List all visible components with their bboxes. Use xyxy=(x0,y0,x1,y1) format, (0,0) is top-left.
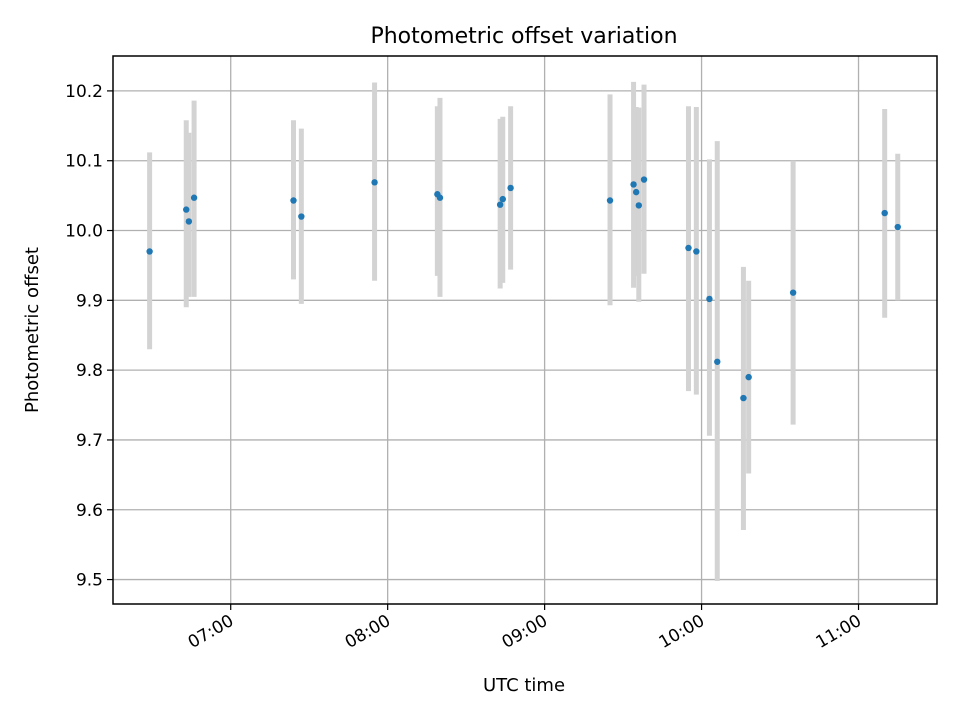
data-point xyxy=(507,184,514,192)
y-tick-label: 9.6 xyxy=(76,501,103,521)
data-point xyxy=(146,248,153,255)
y-axis-ticks: 9.5 9.6 9.7 9.8 9.9 10.0 10.1 10.2 xyxy=(65,82,113,591)
y-axis-label: Photometric offset xyxy=(22,247,43,413)
y-tick-label: 9.8 xyxy=(76,361,103,381)
y-tick-label: 9.5 xyxy=(76,571,103,591)
y-tick-label: 10.2 xyxy=(65,82,103,102)
data-point xyxy=(635,202,642,209)
grid xyxy=(113,56,937,604)
data-point xyxy=(745,373,752,381)
data-point xyxy=(298,213,305,220)
data-point xyxy=(185,218,193,225)
y-tick-label: 9.7 xyxy=(76,431,103,451)
data-point xyxy=(714,358,721,365)
data-point xyxy=(190,194,198,201)
y-tick-label: 9.9 xyxy=(76,291,103,311)
x-axis-label: UTC time xyxy=(483,675,565,696)
data-point xyxy=(894,223,901,231)
data-point xyxy=(371,179,378,186)
data-point xyxy=(706,295,713,303)
data-point xyxy=(740,394,747,402)
data-point xyxy=(640,176,648,183)
data-point xyxy=(630,181,637,188)
plot-frame xyxy=(112,55,938,605)
data-point xyxy=(499,195,506,203)
data-point xyxy=(183,206,190,213)
data-point xyxy=(436,194,444,201)
data-point xyxy=(606,197,614,204)
data-point xyxy=(290,197,297,204)
chart-title: Photometric offset variation xyxy=(370,24,677,49)
data-point xyxy=(693,248,700,255)
data-point xyxy=(789,289,797,296)
data-point xyxy=(496,201,504,208)
data-point xyxy=(685,244,692,252)
y-tick-label: 10.0 xyxy=(65,222,103,242)
data-point xyxy=(881,209,888,217)
data-points xyxy=(146,176,901,402)
data-point xyxy=(632,188,640,196)
y-tick-label: 10.1 xyxy=(65,152,103,172)
